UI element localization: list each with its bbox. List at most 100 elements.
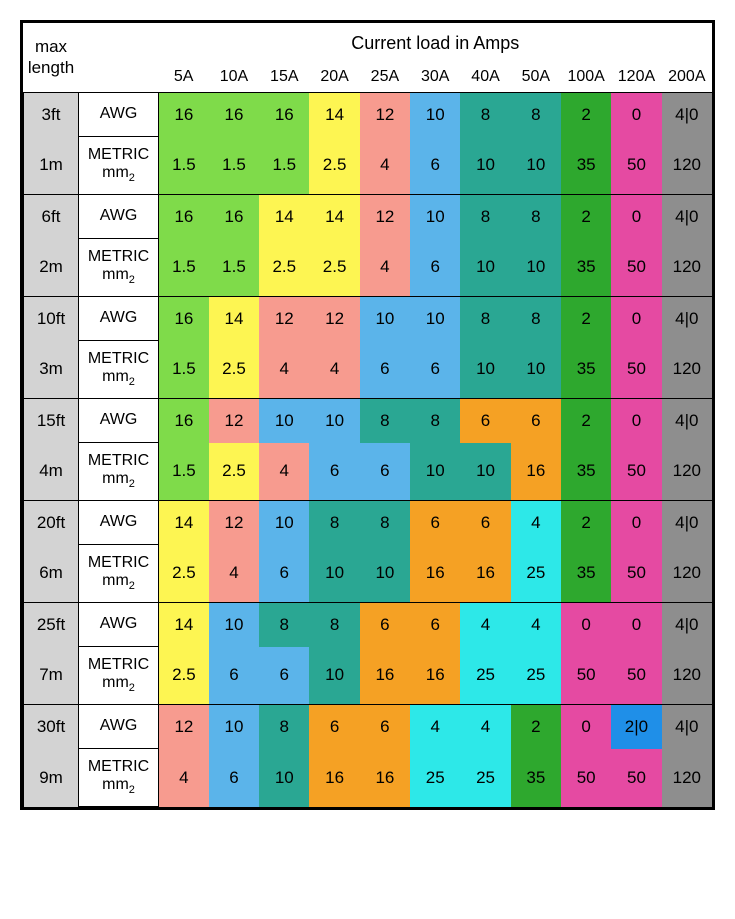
- gauge-cell: 6: [360, 705, 410, 749]
- gauge-cell: 6: [209, 749, 259, 807]
- gauge-cell: 4|0: [662, 603, 712, 647]
- gauge-cell: 0: [611, 195, 661, 239]
- unit-metric: METRICmm2: [79, 137, 159, 195]
- gauge-cell: 50: [561, 749, 611, 807]
- gauge-cell: 12: [360, 195, 410, 239]
- unit-metric: METRICmm2: [79, 647, 159, 705]
- gauge-cell: 2.5: [209, 341, 259, 399]
- gauge-cell: 4: [360, 137, 410, 195]
- gauge-cell: 6: [410, 239, 460, 297]
- gauge-cell: 50: [611, 239, 661, 297]
- gauge-cell: 120: [662, 137, 712, 195]
- gauge-cell: 25: [460, 749, 510, 807]
- gauge-cell: 0: [611, 93, 661, 137]
- gauge-cell: 4: [511, 603, 561, 647]
- length-ft: 25ft: [24, 603, 79, 647]
- gauge-cell: 50: [611, 341, 661, 399]
- unit-awg: AWG: [79, 399, 159, 443]
- gauge-cell: 0: [611, 603, 661, 647]
- amps-header-row: 5A 10A 15A 20A 25A 30A 40A 50A 100A 120A…: [24, 62, 713, 93]
- gauge-cell: 8: [511, 195, 561, 239]
- table-row: 20ftAWG14121088664204|0: [24, 501, 713, 545]
- gauge-cell: 10: [410, 443, 460, 501]
- table-row: 25ftAWG1410886644004|0: [24, 603, 713, 647]
- gauge-cell: 25: [511, 647, 561, 705]
- unit-awg: AWG: [79, 603, 159, 647]
- length-m: 2m: [24, 239, 79, 297]
- gauge-cell: 50: [561, 647, 611, 705]
- gauge-cell: 10: [511, 341, 561, 399]
- gauge-cell: 6: [309, 443, 359, 501]
- gauge-cell: 35: [561, 545, 611, 603]
- gauge-cell: 4|0: [662, 501, 712, 545]
- gauge-cell: 10: [259, 749, 309, 807]
- amp-col-20A: 20A: [309, 62, 359, 93]
- gauge-cell: 1.5: [159, 239, 209, 297]
- gauge-cell: 2: [561, 93, 611, 137]
- table-row: 10ftAWG16141212101088204|0: [24, 297, 713, 341]
- gauge-cell: 8: [511, 93, 561, 137]
- gauge-cell: 4|0: [662, 705, 712, 749]
- gauge-cell: 4: [360, 239, 410, 297]
- amp-col-120A: 120A: [611, 62, 661, 93]
- gauge-cell: 6: [410, 603, 460, 647]
- gauge-cell: 4: [460, 603, 510, 647]
- amp-col-10A: 10A: [209, 62, 259, 93]
- unit-awg: AWG: [79, 195, 159, 239]
- unit-awg: AWG: [79, 297, 159, 341]
- gauge-cell: 1.5: [159, 137, 209, 195]
- gauge-cell: 16: [159, 93, 209, 137]
- gauge-cell: 4: [309, 341, 359, 399]
- gauge-cell: 8: [360, 399, 410, 443]
- amp-col-200A: 200A: [662, 62, 712, 93]
- gauge-cell: 6: [309, 705, 359, 749]
- gauge-cell: 16: [259, 93, 309, 137]
- gauge-cell: 8: [410, 399, 460, 443]
- length-m: 1m: [24, 137, 79, 195]
- table-row: 2mMETRICmm21.51.52.52.54610103550120: [24, 239, 713, 297]
- gauge-cell: 1.5: [259, 137, 309, 195]
- gauge-cell: 10: [460, 239, 510, 297]
- gauge-cell: 16: [460, 545, 510, 603]
- gauge-cell: 35: [561, 137, 611, 195]
- gauge-cell: 16: [410, 647, 460, 705]
- gauge-cell: 12: [209, 399, 259, 443]
- table-row: 30ftAWG121086644202|04|0: [24, 705, 713, 749]
- gauge-cell: 10: [360, 545, 410, 603]
- gauge-cell: 50: [611, 137, 661, 195]
- table-row: 7mMETRICmm22.56610161625255050120: [24, 647, 713, 705]
- gauge-cell: 50: [611, 443, 661, 501]
- gauge-cell: 4: [209, 545, 259, 603]
- gauge-cell: 6: [410, 341, 460, 399]
- unit-metric: METRICmm2: [79, 443, 159, 501]
- gauge-cell: 14: [309, 195, 359, 239]
- gauge-cell: 10: [511, 137, 561, 195]
- gauge-cell: 35: [511, 749, 561, 807]
- length-ft: 10ft: [24, 297, 79, 341]
- gauge-cell: 4|0: [662, 399, 712, 443]
- unit-awg: AWG: [79, 93, 159, 137]
- gauge-cell: 1.5: [209, 137, 259, 195]
- gauge-cell: 0: [611, 297, 661, 341]
- gauge-cell: 4|0: [662, 195, 712, 239]
- gauge-cell: 2: [561, 399, 611, 443]
- amp-col-30A: 30A: [410, 62, 460, 93]
- gauge-cell: 12: [159, 705, 209, 749]
- gauge-cell: 4: [460, 705, 510, 749]
- amp-col-50A: 50A: [511, 62, 561, 93]
- gauge-cell: 4|0: [662, 93, 712, 137]
- gauge-cell: 10: [460, 443, 510, 501]
- gauge-cell: 12: [309, 297, 359, 341]
- gauge-cell: 0: [611, 399, 661, 443]
- gauge-cell: 16: [309, 749, 359, 807]
- length-ft: 30ft: [24, 705, 79, 749]
- gauge-cell: 50: [611, 749, 661, 807]
- gauge-cell: 2.5: [309, 239, 359, 297]
- amp-col-100A: 100A: [561, 62, 611, 93]
- gauge-cell: 0: [561, 603, 611, 647]
- gauge-cell: 6: [511, 399, 561, 443]
- length-m: 9m: [24, 749, 79, 807]
- gauge-cell: 2|0: [611, 705, 661, 749]
- unit-awg: AWG: [79, 705, 159, 749]
- gauge-cell: 4: [410, 705, 460, 749]
